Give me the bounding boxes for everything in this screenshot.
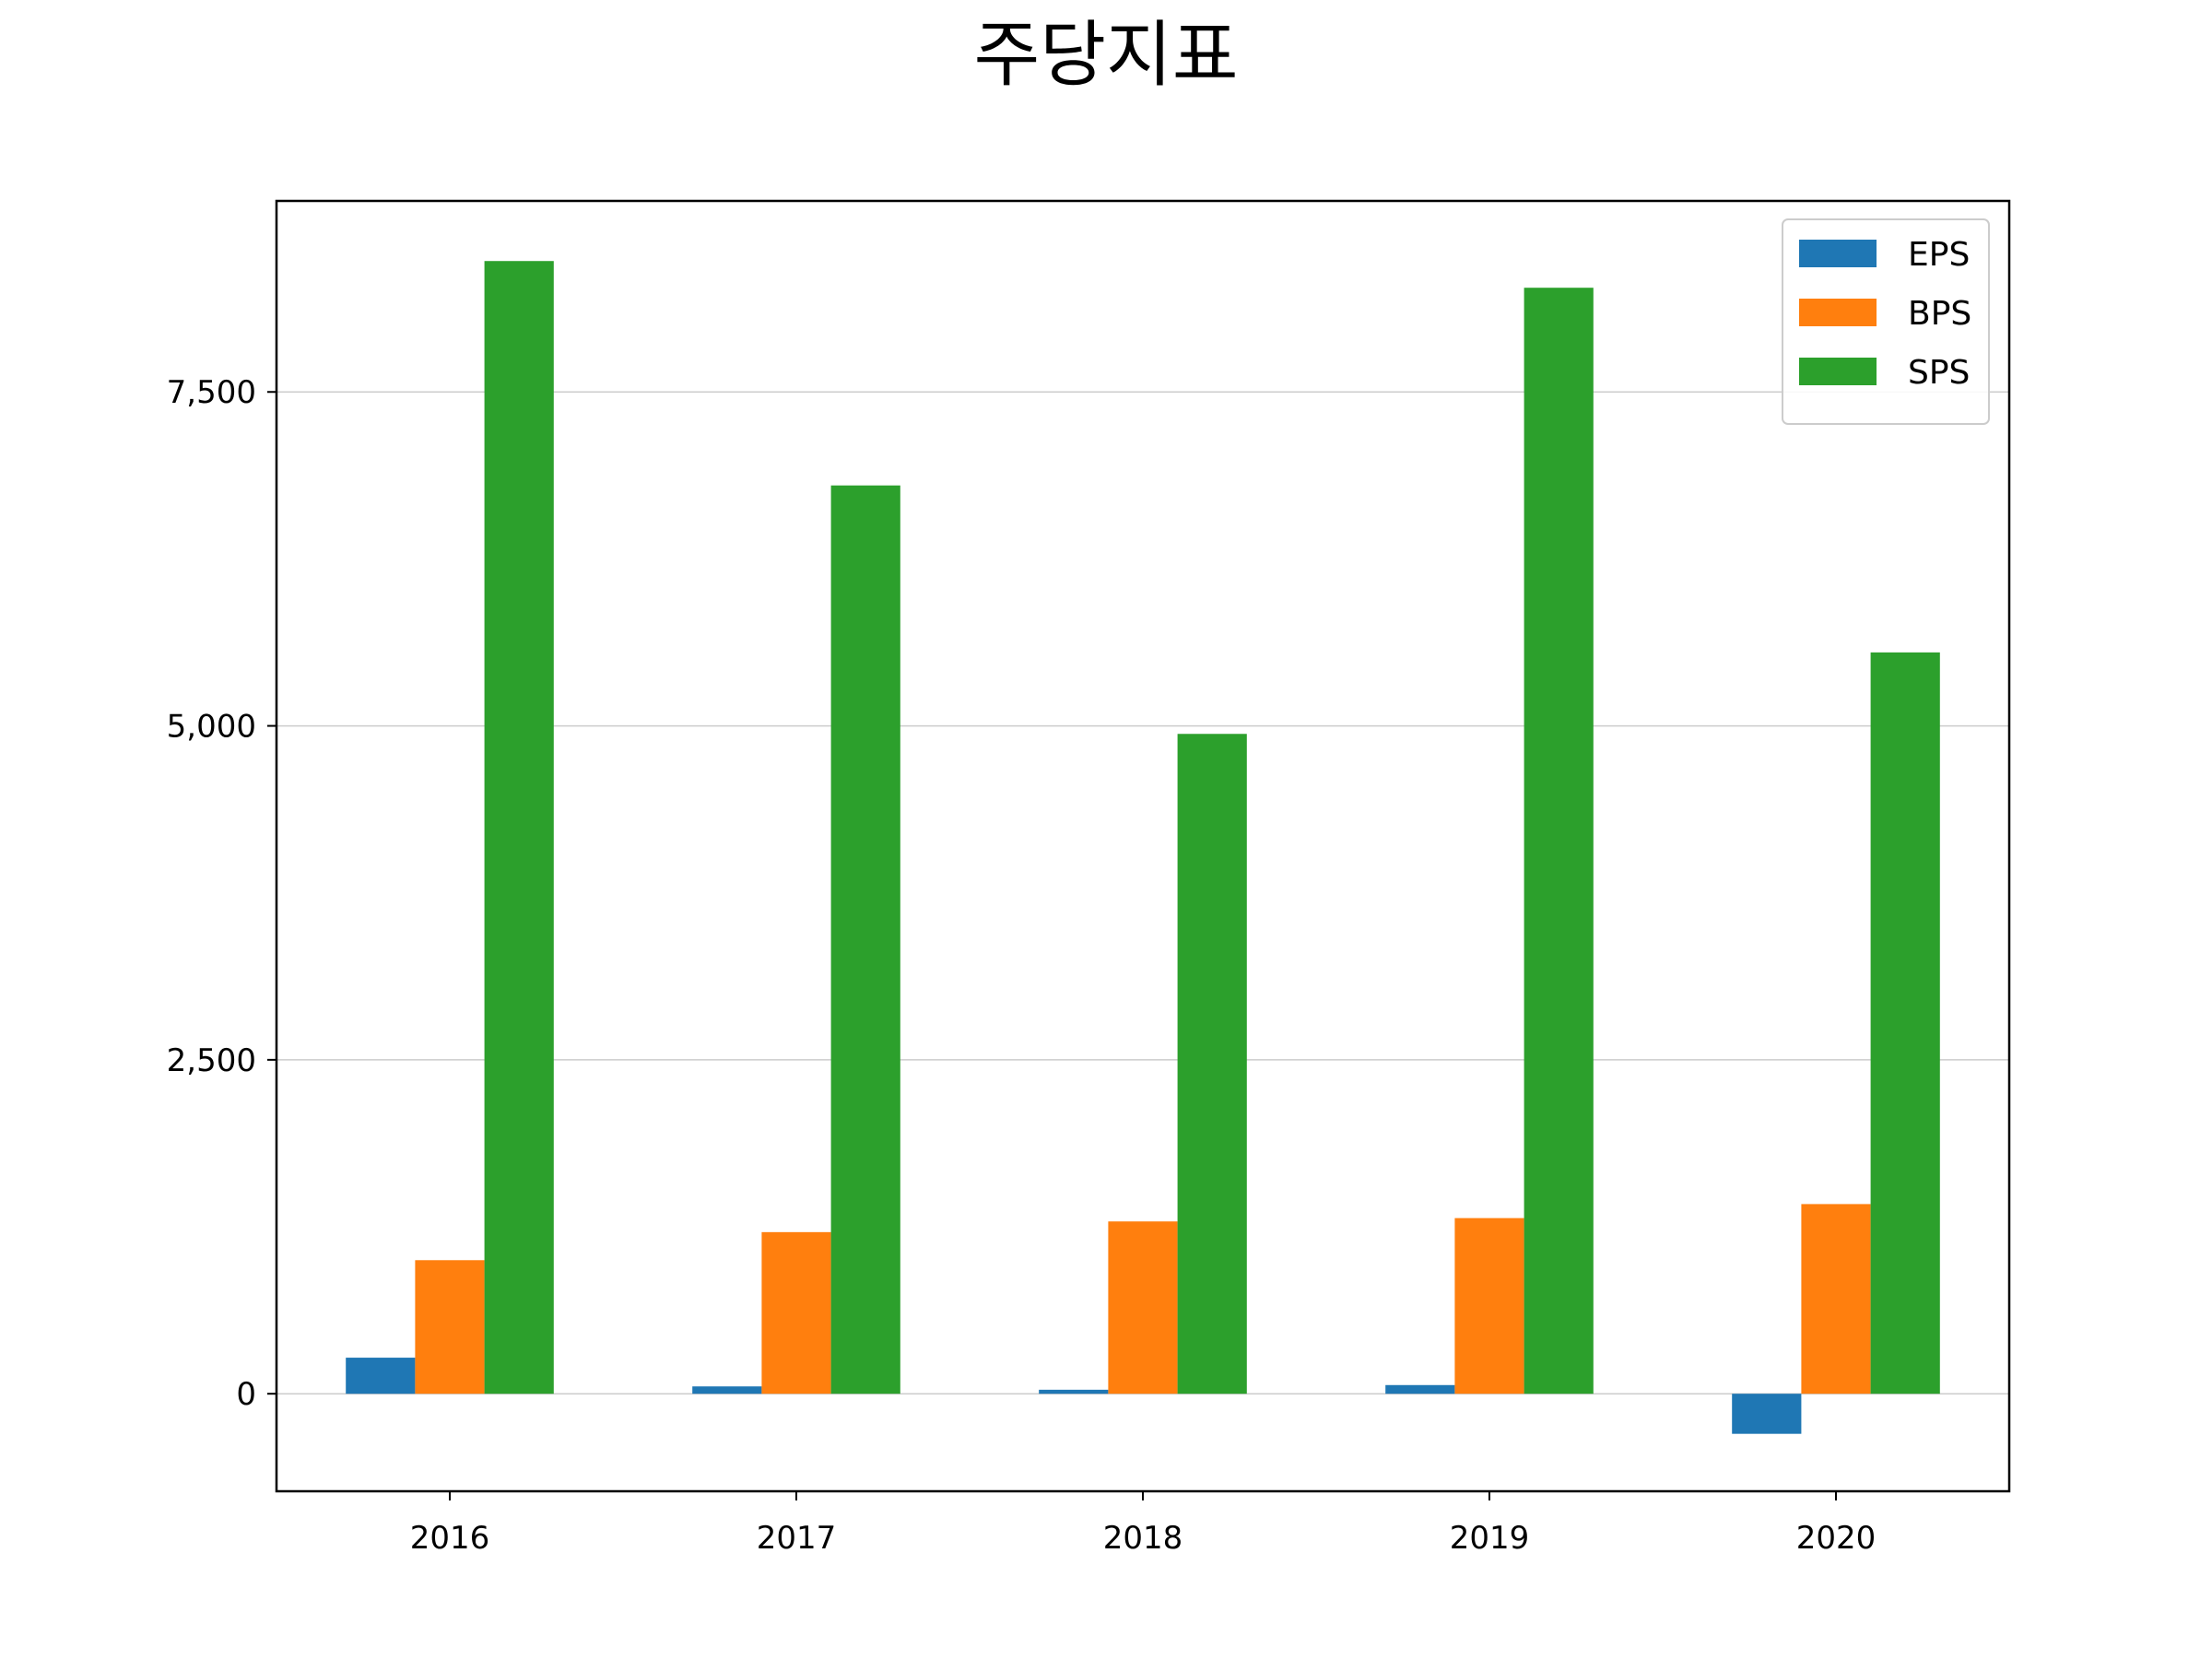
legend-swatch-sps xyxy=(1799,358,1877,385)
legend-swatch-bps xyxy=(1799,299,1877,326)
bars xyxy=(346,261,1940,1434)
bar-eps-2018 xyxy=(1039,1389,1109,1394)
x-tick-label: 2016 xyxy=(410,1520,490,1557)
y-tick-label: 5,000 xyxy=(167,709,256,746)
axis-ticks: 0 2,500 5,000 7,500 2016 2017 2018 2019 2020 xyxy=(167,374,1877,1557)
bar-sps-2020 xyxy=(1870,652,1940,1394)
bar-eps-2020 xyxy=(1732,1394,1802,1434)
bar-bps-2017 xyxy=(761,1231,831,1394)
legend: EPS BPS SPS xyxy=(1782,218,1990,425)
bar-eps-2017 xyxy=(692,1386,762,1394)
bar-bps-2018 xyxy=(1108,1221,1178,1394)
legend-label-bps: BPS xyxy=(1908,295,1971,333)
bar-eps-2016 xyxy=(346,1358,416,1394)
bar-sps-2016 xyxy=(484,261,554,1394)
chart-title: 주당지표 xyxy=(973,14,1239,97)
y-tick-label: 7,500 xyxy=(167,374,256,411)
bar-bps-2019 xyxy=(1454,1218,1524,1394)
bar-bps-2020 xyxy=(1801,1204,1871,1394)
gridlines xyxy=(276,391,2009,1394)
bar-sps-2017 xyxy=(830,485,900,1394)
bar-bps-2016 xyxy=(415,1260,485,1394)
legend-label-sps: SPS xyxy=(1908,354,1970,392)
y-tick-label: 2,500 xyxy=(167,1042,256,1079)
bar-eps-2019 xyxy=(1385,1384,1455,1394)
x-tick-label: 2019 xyxy=(1450,1520,1530,1557)
x-tick-label: 2020 xyxy=(1796,1520,1877,1557)
y-tick-label: 0 xyxy=(236,1376,256,1413)
bar-sps-2018 xyxy=(1177,734,1247,1394)
bar-sps-2019 xyxy=(1524,288,1594,1394)
x-tick-label: 2018 xyxy=(1103,1520,1183,1557)
legend-label-eps: EPS xyxy=(1908,236,1970,274)
x-tick-label: 2017 xyxy=(757,1520,837,1557)
legend-swatch-eps xyxy=(1799,240,1877,267)
